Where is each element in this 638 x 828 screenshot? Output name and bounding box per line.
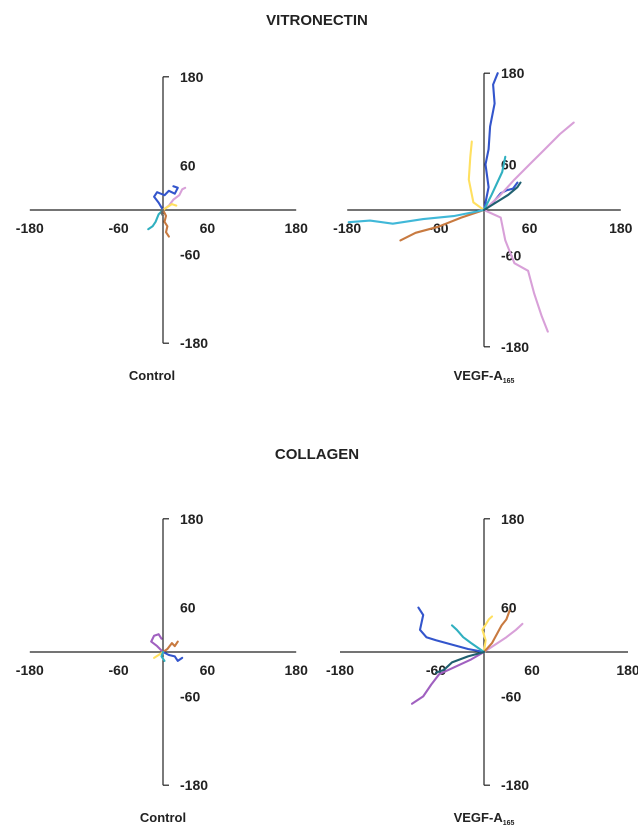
cell-track-5 — [160, 650, 166, 662]
cell-track-2 — [161, 640, 179, 654]
cell-track-2 — [410, 650, 486, 705]
x-tick-label: -180 — [16, 662, 44, 678]
x-tick-label: -180 — [326, 662, 354, 678]
cell-track-1 — [153, 185, 179, 212]
cell-track-4 — [482, 208, 549, 333]
x-tick-label: -180 — [16, 220, 44, 236]
cell-track-1 — [482, 72, 499, 212]
cell-track-3 — [482, 622, 524, 654]
y-tick-label: 180 — [180, 511, 204, 527]
y-tick-label: 180 — [180, 69, 204, 85]
cell-track-1 — [150, 633, 165, 654]
y-tick-label: -60 — [180, 246, 200, 262]
cell-track-8 — [482, 155, 507, 212]
y-tick-label: -60 — [501, 688, 521, 704]
cell-track-7 — [347, 208, 486, 225]
y-tick-label: -60 — [180, 688, 200, 704]
cell-track-5 — [482, 609, 511, 654]
cell-track-5 — [161, 203, 178, 212]
x-tick-label: 60 — [524, 662, 540, 678]
cell-track-7 — [434, 650, 486, 674]
condition-subscript: 165 — [503, 820, 515, 827]
y-tick-label: -180 — [501, 777, 529, 793]
condition-subscript: 165 — [503, 378, 515, 385]
x-tick-label: 60 — [200, 220, 216, 236]
cell-track-6 — [450, 624, 486, 654]
y-tick-label: -180 — [180, 335, 208, 351]
section-title-collagen: COLLAGEN — [275, 446, 359, 463]
cell-track-4 — [147, 208, 165, 231]
y-tick-label: 180 — [501, 65, 525, 81]
cell-track-9 — [482, 181, 522, 212]
y-tick-label: 60 — [501, 600, 517, 616]
cell-track-3 — [482, 121, 575, 212]
y-tick-label: 60 — [180, 158, 196, 174]
cell-track-3 — [161, 208, 170, 238]
x-tick-label: -60 — [108, 220, 128, 236]
condition-label: VEGF-A165 — [454, 810, 515, 827]
section-title-vitronectin: VITRONECTIN — [266, 12, 368, 29]
cell-track-4 — [153, 650, 165, 659]
condition-label: Control — [129, 368, 175, 383]
y-tick-label: 180 — [501, 511, 525, 527]
x-tick-label: 180 — [285, 662, 309, 678]
x-tick-label: -180 — [333, 220, 361, 236]
y-tick-label: -180 — [501, 339, 529, 355]
condition-label: VEGF-A165 — [454, 368, 515, 385]
cell-track-5 — [467, 140, 486, 212]
x-tick-label: 60 — [522, 220, 538, 236]
cell-track-1 — [417, 606, 486, 654]
y-tick-label: 60 — [180, 600, 196, 616]
x-tick-label: 180 — [285, 220, 309, 236]
cell-track-4 — [481, 615, 494, 654]
x-tick-label: 180 — [616, 662, 638, 678]
x-tick-label: 60 — [200, 662, 216, 678]
cell-track-3 — [161, 650, 184, 662]
cell-track-6 — [160, 208, 165, 217]
x-tick-label: -60 — [108, 662, 128, 678]
cell-track-6 — [399, 208, 486, 242]
x-tick-label: 180 — [609, 220, 633, 236]
condition-label: Control — [140, 810, 186, 825]
y-tick-label: -180 — [180, 777, 208, 793]
